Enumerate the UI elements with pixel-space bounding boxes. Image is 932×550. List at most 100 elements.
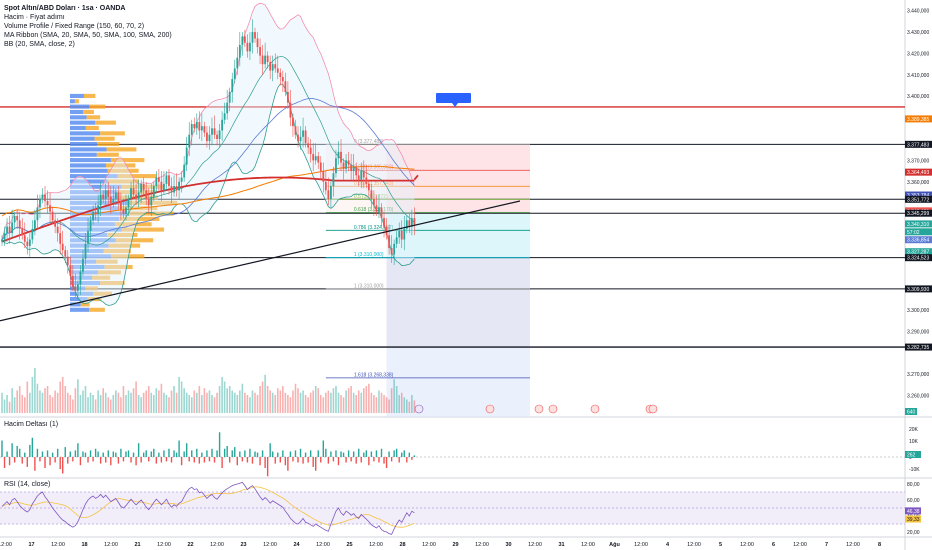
candle-body <box>125 207 127 214</box>
volume-bar <box>130 392 132 413</box>
delta-pane-title[interactable]: Hacim Deltası (1) <box>4 421 59 428</box>
candle-body <box>54 220 57 227</box>
volume-profile-sell-bar <box>92 275 111 280</box>
delta-bar <box>62 457 64 474</box>
candle-body <box>195 121 198 129</box>
delta-bar <box>403 450 405 457</box>
volume-bar <box>79 395 82 413</box>
time-axis-tick: 12:00 <box>263 542 277 548</box>
delta-bar <box>89 450 92 457</box>
delta-bar <box>370 451 373 457</box>
volume-bar <box>223 381 226 413</box>
volume-profile-sell-bar <box>89 104 106 109</box>
delta-bar <box>170 457 173 463</box>
price-axis-label-bg <box>905 228 932 236</box>
rsi-pane-title[interactable]: RSI (14, close) <box>4 481 51 488</box>
volume-profile-buy-bar <box>70 179 108 184</box>
delta-bar <box>277 452 279 457</box>
candle-body <box>281 76 284 82</box>
candle-body <box>157 177 160 182</box>
delta-bar <box>254 451 256 457</box>
delta-bar <box>44 457 46 468</box>
delta-bar <box>411 457 413 460</box>
candle-body <box>36 207 39 221</box>
delta-bar <box>175 452 178 457</box>
delta-bar <box>234 447 236 457</box>
delta-bar <box>378 457 380 463</box>
volume-bar <box>29 392 31 413</box>
volume-bar <box>383 395 385 413</box>
candle-body <box>92 211 94 221</box>
delta-bar <box>105 457 107 463</box>
candle-body <box>322 171 325 182</box>
volume-bar <box>158 390 160 413</box>
candle-body <box>251 32 254 43</box>
candle-body <box>347 160 350 165</box>
delta-bar <box>337 457 340 466</box>
delta-bar <box>395 448 398 457</box>
delta-bar <box>297 457 299 463</box>
candle-body <box>243 36 246 43</box>
volume-bar <box>155 388 158 413</box>
delta-bar <box>120 448 122 457</box>
volume-profile-buy-bar <box>70 291 94 296</box>
delta-bar <box>69 451 72 457</box>
delta-bar <box>236 457 238 466</box>
legend-ma-ribbon[interactable]: MA Ribbon (SMA, 20, SMA, 50, SMA, 100, S… <box>4 32 172 39</box>
volume-bar <box>173 386 175 413</box>
time-axis-tick: 6 <box>772 542 775 548</box>
delta-bar <box>223 448 226 457</box>
volume-bar <box>26 381 29 413</box>
delta-bar <box>216 450 218 457</box>
delta-bar <box>36 448 39 457</box>
delta-bar <box>221 457 223 468</box>
legend-symbol[interactable]: Spot Altın/ABD Doları · 1sa · OANDA <box>4 5 126 12</box>
delta-bar <box>315 457 317 471</box>
price-axis-label-bg <box>905 248 932 256</box>
delta-bar <box>160 457 163 463</box>
volume-bar <box>259 386 261 413</box>
volume-bar <box>208 390 211 413</box>
candle-body <box>135 194 137 199</box>
volume-bar <box>160 383 163 413</box>
volume-bar <box>282 386 284 413</box>
legend-bb[interactable]: BB (20, SMA, close, 2) <box>4 41 75 48</box>
volume-bar <box>365 386 368 413</box>
volume-bar <box>198 386 201 413</box>
time-axis-tick: 31 <box>558 542 564 548</box>
candle-body <box>393 243 396 255</box>
legend-volume[interactable]: Hacim · Fiyat adımı <box>4 14 65 21</box>
volume-bar <box>51 397 54 413</box>
volume-bar <box>400 392 403 413</box>
volume-bar <box>264 374 266 413</box>
delta-axis-tick: 10K <box>909 439 919 445</box>
delta-bar <box>54 457 56 463</box>
candle-body <box>317 156 320 163</box>
delta-bar <box>145 450 147 457</box>
volume-bar <box>218 386 221 413</box>
delta-bar <box>355 457 357 464</box>
volume-bar <box>206 392 208 413</box>
fib-level-label: 0.382 (3.357,943) <box>354 181 394 187</box>
volume-bar <box>145 390 148 413</box>
volume-bar <box>390 388 393 413</box>
delta-bar <box>393 450 395 457</box>
volume-bar <box>104 392 107 413</box>
delta-bar <box>185 443 188 457</box>
delta-bar <box>150 451 152 457</box>
volume-bar <box>137 395 140 413</box>
rsi-ma-line <box>1 486 415 528</box>
time-axis-tick: 18 <box>81 542 87 548</box>
delta-bar <box>158 452 160 457</box>
legend-vpfr[interactable]: Volume Profile / Fixed Range (150, 60, 7… <box>4 23 145 30</box>
volume-bar <box>249 397 251 413</box>
delta-bar <box>107 450 109 457</box>
candle-body <box>398 230 401 238</box>
candle-body <box>160 181 163 191</box>
delta-bar <box>196 448 198 457</box>
candle-body <box>137 192 140 199</box>
time-axis-tick: 12:00 <box>687 542 701 548</box>
price-axis-label-bg <box>905 168 932 176</box>
price-axis-label: 3.309,930 <box>907 287 929 293</box>
